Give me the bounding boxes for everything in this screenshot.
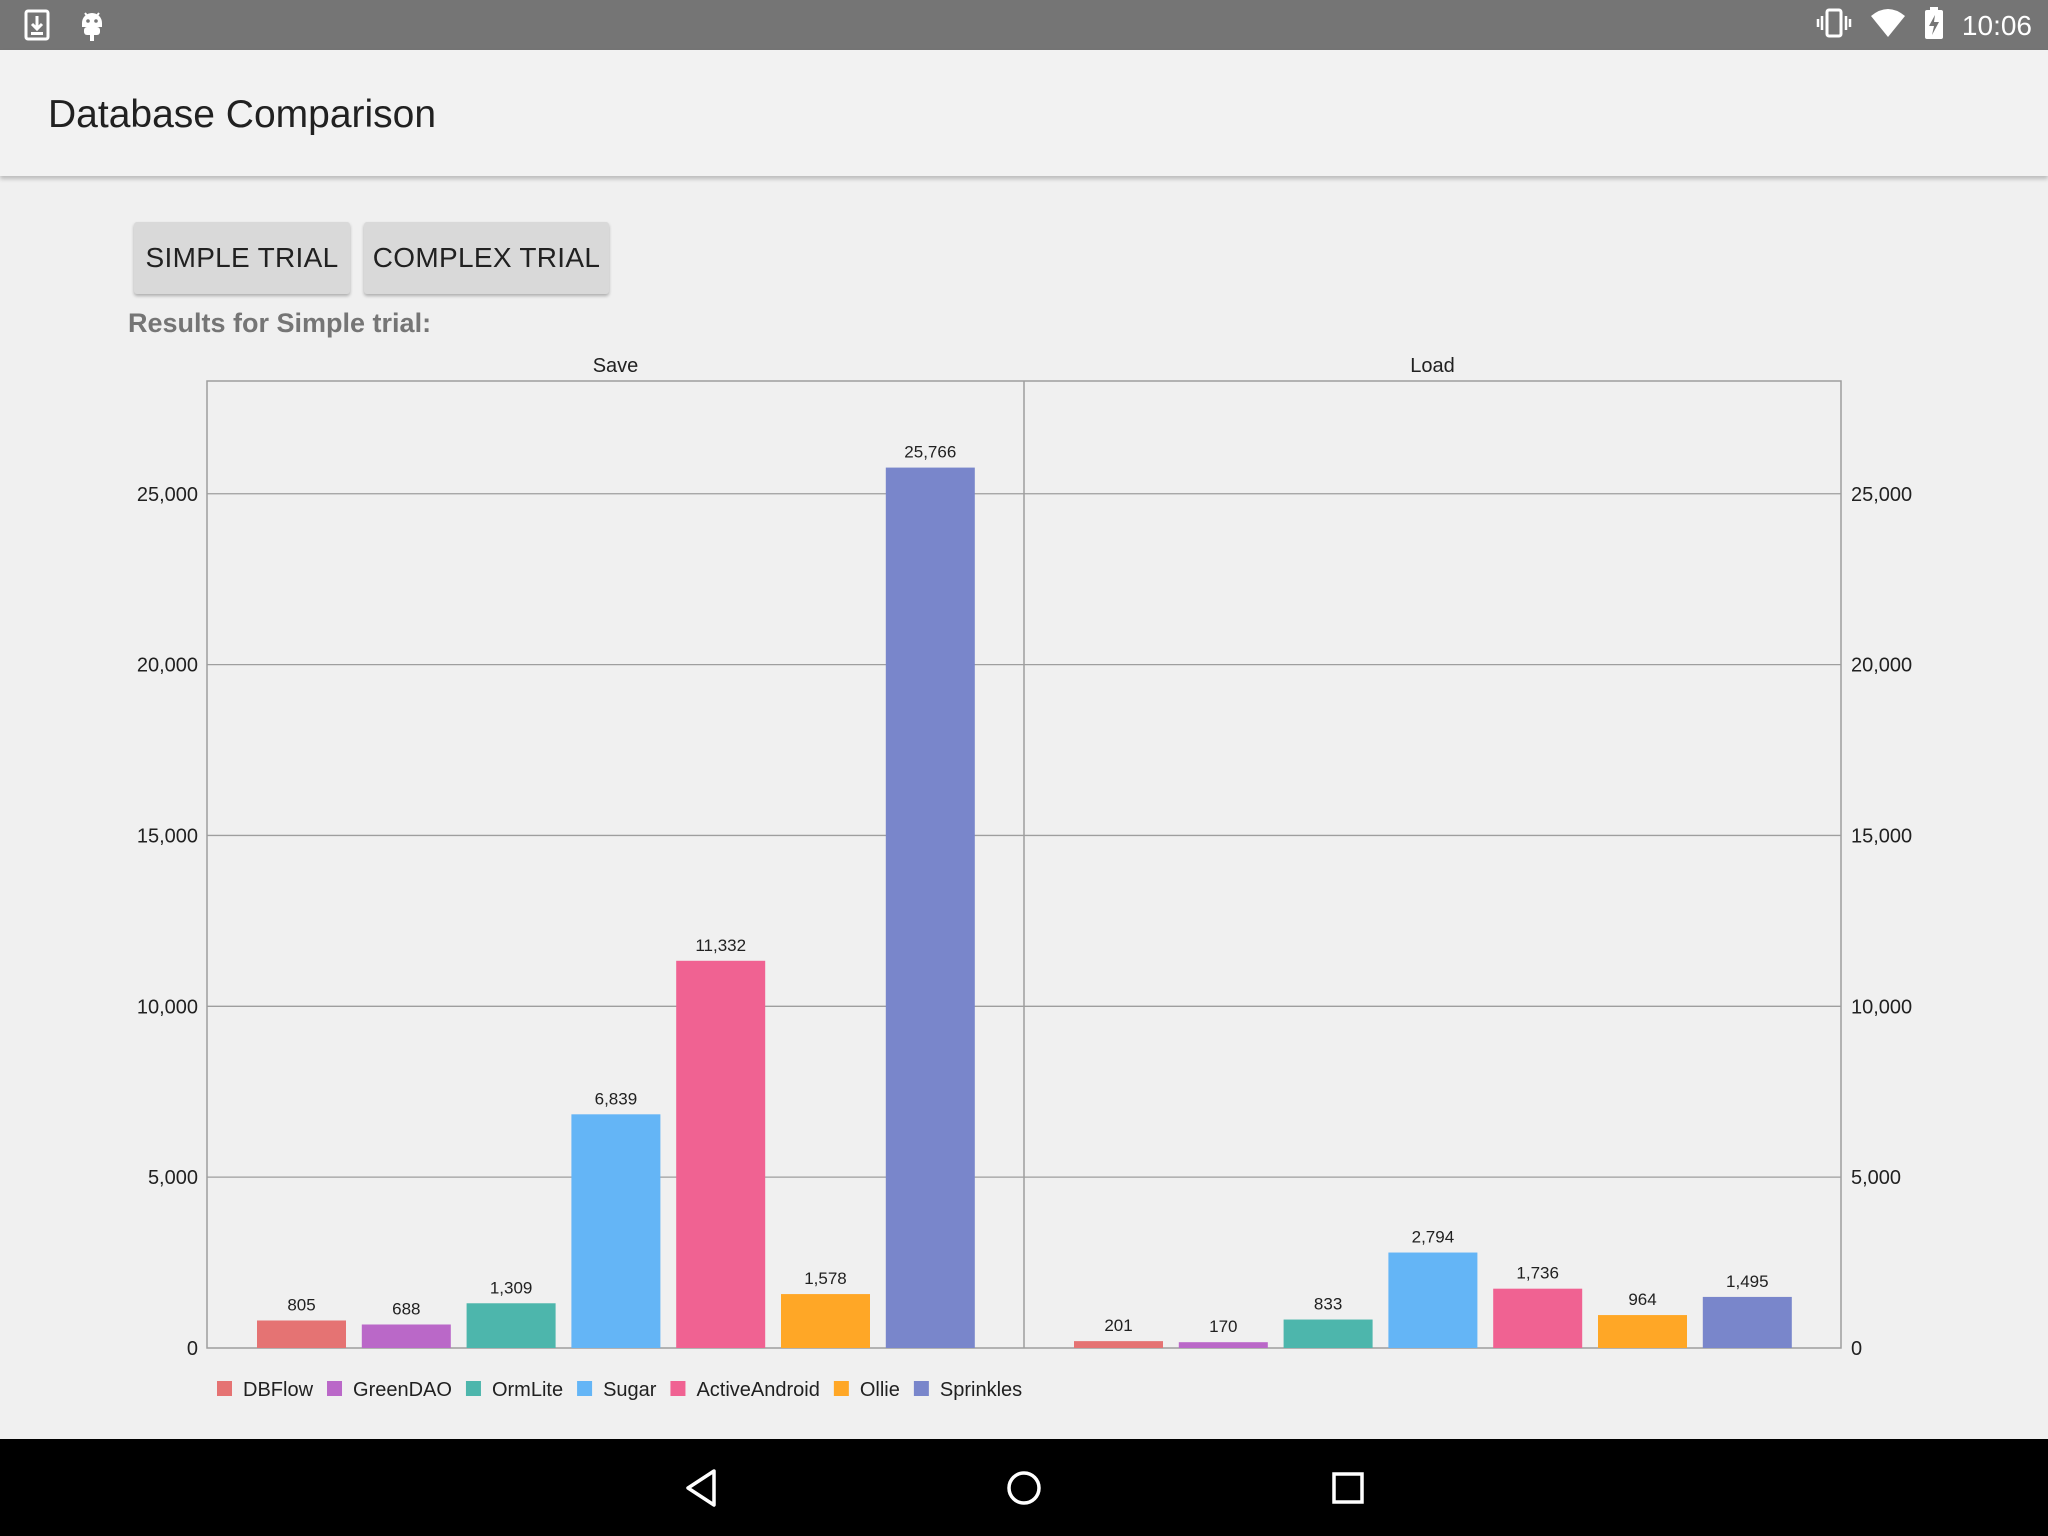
data-label: 1,309 (490, 1278, 533, 1297)
home-icon[interactable] (999, 1463, 1049, 1513)
y-tick-label-left: 5,000 (148, 1167, 198, 1189)
y-tick-label-left: 25,000 (137, 484, 198, 506)
legend-swatch-ollie (833, 1381, 849, 1396)
bar-load-ollie (1598, 1315, 1687, 1348)
app-title: Database Comparison (48, 93, 437, 136)
data-label: 964 (1628, 1290, 1656, 1309)
data-label: 1,495 (1726, 1272, 1769, 1291)
data-label: 170 (1209, 1317, 1237, 1336)
y-tick-label-right: 15,000 (1851, 825, 1912, 847)
legend-swatch-ormlite (465, 1381, 481, 1396)
legend-label-activeandroid: ActiveAndroid (696, 1379, 819, 1401)
legend-swatch-sugar (577, 1381, 593, 1396)
bar-save-sugar (571, 1114, 661, 1348)
y-tick-label-right: 0 (1851, 1338, 1862, 1360)
y-tick-label-right: 20,000 (1851, 655, 1912, 677)
status-clock: 10:06 (1961, 9, 2032, 41)
bar-load-sugar (1388, 1252, 1478, 1348)
legend-label-ormlite: OrmLite (492, 1379, 563, 1401)
status-bar-left (24, 9, 106, 46)
bar-save-ollie (781, 1294, 870, 1348)
data-label: 688 (392, 1299, 420, 1318)
legend-label-dbflow: DBFlow (243, 1379, 314, 1401)
y-tick-label-right: 25,000 (1851, 484, 1912, 506)
legend-swatch-sprinkles (913, 1381, 929, 1396)
app-bar: Database Comparison (0, 50, 2048, 176)
complex-trial-button[interactable]: COMPLEX TRIAL (364, 222, 609, 294)
bar-save-sprinkles (885, 467, 975, 1348)
data-label: 25,766 (904, 443, 956, 462)
panel-title-save: Save (593, 355, 639, 377)
battery-charging-icon (1924, 7, 1944, 44)
android-debug-icon (78, 9, 106, 46)
bar-load-activeandroid (1493, 1288, 1583, 1348)
y-tick-label-left: 0 (187, 1338, 198, 1360)
legend-swatch-activeandroid (670, 1381, 686, 1396)
bar-load-greendao (1178, 1342, 1268, 1348)
legend-swatch-greendao (327, 1381, 343, 1396)
bar-save-ormlite (466, 1303, 556, 1348)
legend-label-sprinkles: Sprinkles (940, 1379, 1022, 1401)
results-label: Results for Simple trial: (128, 308, 432, 338)
data-label: 11,332 (695, 936, 746, 955)
nav-bar (0, 1439, 2048, 1536)
y-tick-label-right: 10,000 (1851, 996, 1912, 1018)
bar-save-activeandroid (676, 960, 766, 1348)
data-label: 6,839 (595, 1089, 638, 1108)
recents-icon[interactable] (1323, 1463, 1373, 1513)
data-label: 2,794 (1412, 1228, 1455, 1247)
legend-label-greendao: GreenDAO (353, 1379, 452, 1401)
bar-load-ormlite (1283, 1319, 1373, 1348)
panel-title-load: Load (1410, 355, 1455, 377)
bar-load-dbflow (1074, 1341, 1163, 1348)
status-bar: 10:06 (0, 0, 2048, 50)
data-label: 805 (287, 1295, 315, 1314)
data-label: 1,736 (1516, 1264, 1559, 1283)
status-bar-right: 10:06 (1816, 7, 2032, 44)
wifi-icon (1870, 8, 1906, 43)
legend-label-sugar: Sugar (603, 1379, 657, 1401)
legend-swatch-dbflow (217, 1381, 232, 1396)
data-label: 1,578 (804, 1269, 847, 1288)
legend-label-ollie: Ollie (860, 1379, 900, 1401)
y-tick-label-right: 5,000 (1851, 1167, 1901, 1189)
results-chart: 0 0 5,000 5,000 10,000 10,000 15,000 15,000 20,0… (137, 355, 1912, 1401)
data-label: 201 (1104, 1316, 1132, 1335)
data-label: 833 (1314, 1295, 1342, 1314)
back-icon[interactable] (678, 1463, 728, 1513)
y-tick-label-left: 15,000 (137, 825, 198, 847)
vibrate-icon (1816, 8, 1852, 43)
y-tick-label-left: 10,000 (137, 996, 198, 1018)
bar-save-greendao (361, 1324, 451, 1348)
y-tick-label-left: 20,000 (137, 655, 198, 677)
bar-save-dbflow (257, 1320, 346, 1348)
bar-load-sprinkles (1702, 1296, 1792, 1348)
simple-trial-button[interactable]: SIMPLE TRIAL (134, 222, 350, 294)
download-icon (24, 9, 50, 46)
